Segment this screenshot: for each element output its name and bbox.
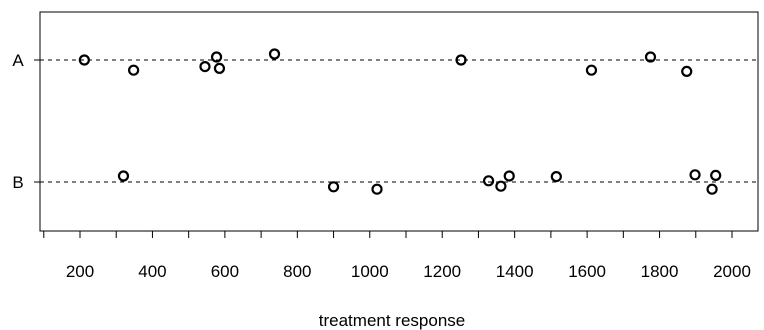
data-point-a xyxy=(644,51,657,63)
reference-lines xyxy=(40,59,758,183)
x-axis-title: treatment response xyxy=(319,311,465,330)
data-point-b xyxy=(117,170,130,182)
data-point-a xyxy=(681,65,693,78)
x-tick-label: 600 xyxy=(211,262,239,281)
data-point-a xyxy=(78,54,90,66)
data-points xyxy=(78,48,722,195)
x-tick-label: 1800 xyxy=(641,262,679,281)
data-point-a xyxy=(213,62,226,75)
x-axis: 200 400 600 800 1000 1200 1400 1600 1800 2000 xyxy=(43,231,751,281)
data-point-b xyxy=(327,181,340,193)
y-tick-label-a: A xyxy=(12,51,24,70)
data-point-a xyxy=(585,64,598,76)
data-point-b xyxy=(689,169,701,181)
y-tick-label-b: B xyxy=(12,173,23,192)
x-tick-label: 1400 xyxy=(496,262,534,281)
x-tick-label: 400 xyxy=(138,262,166,281)
plot-frame xyxy=(39,11,759,232)
data-point-a xyxy=(199,60,211,73)
x-tick-label: 1600 xyxy=(568,262,606,281)
data-point-b xyxy=(371,183,383,195)
data-point-b xyxy=(706,183,718,195)
data-point-a xyxy=(455,54,467,66)
data-point-a xyxy=(268,48,281,60)
data-point-b xyxy=(482,175,495,187)
data-point-a xyxy=(128,64,140,76)
data-point-a xyxy=(210,51,223,63)
x-tick-label: 1000 xyxy=(351,262,389,281)
x-tick-label: 2000 xyxy=(713,262,751,281)
x-tick-label: 1200 xyxy=(423,262,461,281)
y-axis: AB xyxy=(12,51,40,192)
data-point-b xyxy=(503,170,515,182)
x-tick-label: 800 xyxy=(283,262,311,281)
data-point-b xyxy=(495,180,507,192)
data-point-b xyxy=(550,171,562,183)
data-point-b xyxy=(710,169,722,181)
x-tick-label: 200 xyxy=(66,262,94,281)
